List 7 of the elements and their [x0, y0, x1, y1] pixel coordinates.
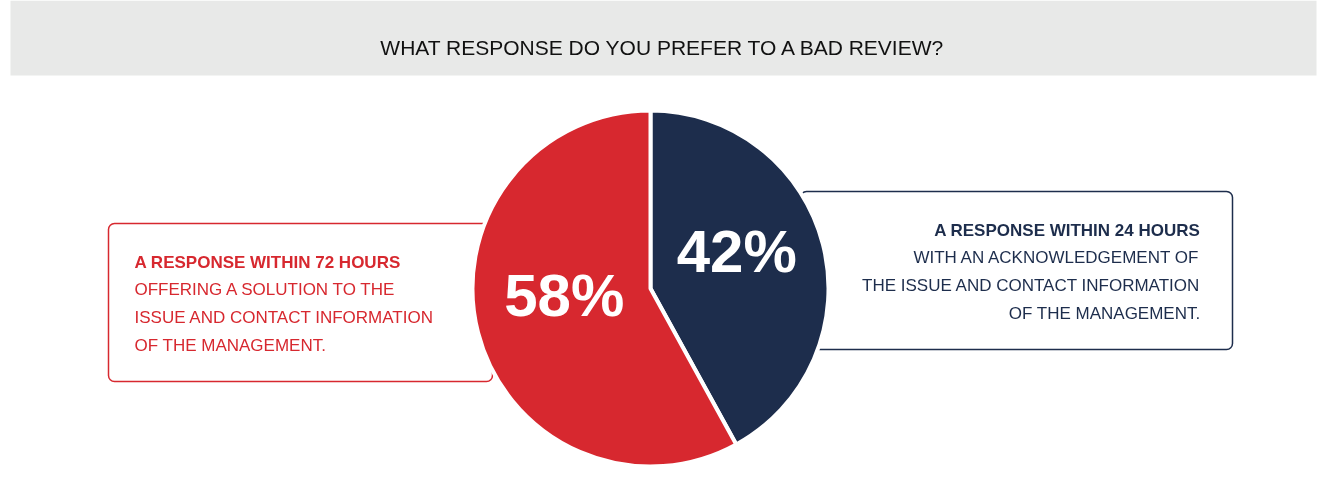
data-label: 42%	[676, 217, 797, 285]
chart-title: WHAT RESPONSE DO YOU PREFER TO A BAD REVIEW?	[380, 36, 944, 59]
slice-label: A RESPONSE WITHIN 24 HOURS	[934, 221, 1200, 240]
text: OFFERING A SOLUTION TO THE ISSUE AND CONTACT INFORMATION OF THE MANAGEMENT.	[134, 280, 433, 355]
text: WITH AN ACKNOWLEDGEMENT OF THE ISSUE AND CONTACT INFORMATION OF THE MANAGEMENT.	[862, 248, 1201, 323]
data-label: 58%	[504, 262, 625, 330]
slice-label: A RESPONSE WITHIN 72 HOURS	[134, 253, 401, 272]
